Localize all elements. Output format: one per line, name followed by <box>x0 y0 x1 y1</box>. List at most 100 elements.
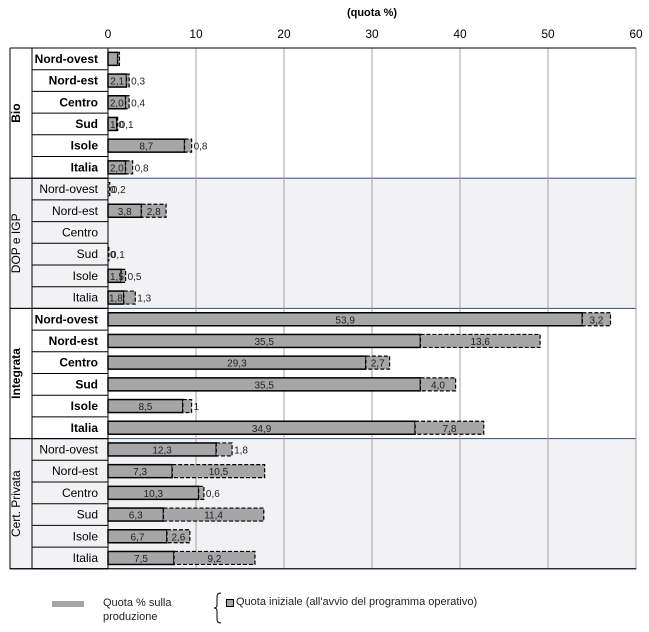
group-label-2: Integrata <box>9 348 23 399</box>
bar-quota-iniziale <box>117 51 121 66</box>
bar-quota-iniziale <box>107 181 111 197</box>
bar-quota-iniziale <box>140 203 167 218</box>
data-label-quota-iniziale: 0,8 <box>135 163 149 174</box>
chart-area: (quota %)0 10 20 30 40 50 60BioNord-ovestNord-… <box>9 7 643 570</box>
category-label: Centro <box>59 95 98 109</box>
legend-label-quota-iniziale: Quota iniziale (all'avvio del programma … <box>236 596 478 608</box>
data-label-quota-iniziale: 0,1 <box>120 120 134 131</box>
category-label: Isole <box>71 139 99 153</box>
data-label-quota-iniziale: 2,8 <box>147 207 161 218</box>
category-label: Nord-est <box>52 464 99 478</box>
bar-quota-iniziale <box>171 464 266 479</box>
bar-quota-iniziale <box>120 268 127 283</box>
category-label: Nord-est <box>49 334 98 348</box>
data-label-quota-produzione: 35,5 <box>254 337 274 348</box>
category-label: Sud <box>75 117 98 131</box>
category-label: Nord-ovest <box>35 52 98 66</box>
legend-swatch-quota-produzione <box>52 601 84 607</box>
category-label: Isole <box>73 529 99 543</box>
bar-quota-iniziale <box>581 312 612 327</box>
bar-quota-iniziale <box>215 442 233 457</box>
bar-quota-iniziale <box>182 398 193 414</box>
bar-quota-iniziale <box>166 529 191 544</box>
data-label-quota-iniziale: 1,3 <box>137 294 151 305</box>
category-label: Italia <box>71 421 99 435</box>
data-label-quota-iniziale: 3,2 <box>589 315 603 326</box>
category-label: Centro <box>59 356 98 370</box>
bar-quota-produzione <box>107 51 119 67</box>
data-label-quota-iniziale: 0,1 <box>111 250 125 261</box>
bar-quota-produzione <box>107 529 168 544</box>
bar-quota-iniziale <box>116 116 119 132</box>
data-label-quota-iniziale: 0,3 <box>131 77 145 88</box>
data-label-quota-iniziale: 7,8 <box>442 424 456 435</box>
data-label-quota-produzione: 2,0 <box>110 98 124 109</box>
bar-quota-iniziale <box>125 73 130 88</box>
group-label-0: Bio <box>9 103 23 122</box>
data-label-quota-produzione: 3,8 <box>118 207 132 218</box>
data-label-quota-produzione: 1,0 <box>110 120 124 131</box>
data-label-quota-produzione: 6,3 <box>129 511 143 522</box>
category-label: Italia <box>71 160 99 174</box>
data-label-quota-produzione: 2,1 <box>110 77 124 88</box>
bar-quota-iniziale <box>414 420 485 435</box>
group-panel-1 <box>9 177 637 309</box>
category-label: Nord-est <box>49 74 98 88</box>
data-label-quota-iniziale: 4,0 <box>431 380 445 391</box>
data-label-quota-produzione: 8,7 <box>139 142 153 153</box>
group-panel-3 <box>9 438 637 570</box>
bar-quota-iniziale <box>198 485 205 500</box>
data-label-quota-produzione: 34,9 <box>252 424 272 435</box>
data-label-quota-produzione: 12,3 <box>152 445 172 456</box>
data-label-quota-iniziale: 0,6 <box>206 489 220 500</box>
group-label-3: Cert. Privata <box>9 470 23 537</box>
group-label-1: DOP e IGP <box>9 213 23 273</box>
bar-quota-iniziale <box>162 507 265 522</box>
bar-quota-iniziale <box>124 160 134 175</box>
data-label-quota-iniziale: 2,6 <box>171 532 185 543</box>
category-label: Italia <box>73 551 99 565</box>
category-label: Sud <box>77 247 98 261</box>
category-label: Centro <box>62 486 98 500</box>
x-tick-label-30: 30 <box>365 27 379 41</box>
data-label-quota-produzione: 2,0 <box>110 163 124 174</box>
data-label-quota-produzione: 29,3 <box>227 359 247 370</box>
bar-quota-iniziale <box>107 247 110 262</box>
data-label-quota-produzione: 10,3 <box>144 489 164 500</box>
data-label-quota-iniziale: 2,7 <box>371 359 385 370</box>
category-label: Isole <box>71 399 99 413</box>
category-label: Nord-ovest <box>35 312 98 326</box>
data-label-quota-produzione: 0 <box>110 250 116 261</box>
data-label-quota-iniziale: 13,6 <box>471 337 491 348</box>
data-label-quota-iniziale: 0,2 <box>112 185 126 196</box>
data-label-quota-produzione: 7,5 <box>134 554 148 565</box>
x-tick-label-20: 20 <box>277 27 291 41</box>
bar-quota-iniziale <box>173 550 256 566</box>
data-label-quota-iniziale: 0,5 <box>128 272 142 283</box>
category-label: Nord-ovest <box>39 442 98 456</box>
bar-quota-iniziale <box>419 377 457 392</box>
bar-quota-iniziale <box>365 355 391 370</box>
legend-swatch-quota-iniziale <box>226 599 234 607</box>
data-label-quota-iniziale: 0,8 <box>194 142 208 153</box>
data-label-quota-produzione: 6,7 <box>131 532 145 543</box>
data-label-quota-produzione: 1,8 <box>109 294 123 305</box>
data-label-quota-iniziale: 9,2 <box>208 554 222 565</box>
category-label: Sud <box>75 377 98 391</box>
bar-quota-iniziale <box>123 290 136 305</box>
data-label-quota-iniziale: 0,4 <box>131 98 145 109</box>
legend-brace-icon <box>214 592 222 624</box>
x-tick-label-0: 0 <box>105 27 112 41</box>
legend-label-quota-produzione: Quota % sulla produzione <box>103 597 172 623</box>
category-label: Italia <box>73 291 99 305</box>
data-label-quota-produzione: 7,3 <box>133 467 147 478</box>
category-label: Nord-est <box>52 204 99 218</box>
data-label-quota-produzione: 1,5 <box>110 272 124 283</box>
category-label: Centro <box>62 225 98 239</box>
data-label-quota-produzione: 8,5 <box>138 402 152 413</box>
bar-quota-iniziale <box>419 333 541 349</box>
data-label-quota-iniziale: 1,8 <box>234 445 248 456</box>
x-tick-label-40: 40 <box>453 27 467 41</box>
data-label-quota-produzione: 0 <box>110 185 116 196</box>
category-label: Nord-ovest <box>39 182 98 196</box>
